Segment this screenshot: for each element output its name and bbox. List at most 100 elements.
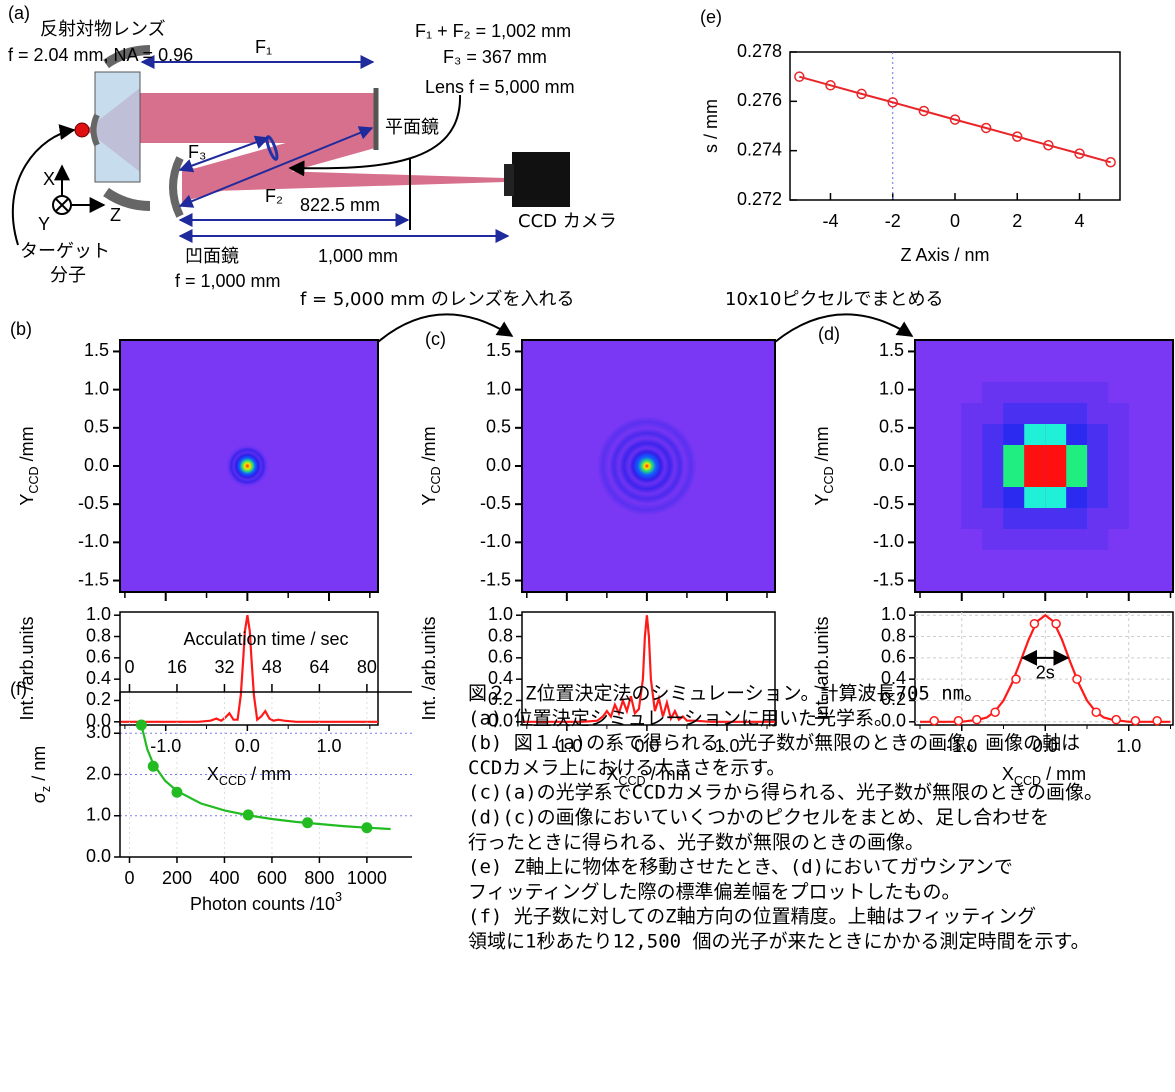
y-axis-label: Int. /arb.units	[812, 616, 832, 720]
y-tick-label: 1.0	[486, 378, 511, 398]
pixel-block	[982, 487, 1003, 508]
y-tick-label: 1.0	[879, 378, 904, 398]
pixel-block	[1003, 529, 1024, 550]
y-tick-label: 0.5	[879, 417, 904, 437]
objective-mirror	[94, 115, 98, 145]
pixel-block	[1003, 487, 1024, 508]
caption-line: (f) 光子数に対してのZ軸方向の位置精度。上軸はフィッティング	[468, 906, 1036, 928]
pixel-block	[1108, 445, 1129, 466]
x2-axis-label: Acculation time / sec	[183, 629, 348, 649]
x-axis-label: Photon counts /103	[190, 890, 342, 913]
pixel-block	[961, 403, 982, 424]
pixel-block	[961, 487, 982, 508]
label: ターゲット	[20, 241, 110, 262]
pixel-block	[1003, 382, 1024, 403]
caption-line: (b) 図１(a)の系で得られる、光子数が無限のときの画像。画像の軸は	[468, 732, 1080, 754]
pixel-block	[982, 508, 1003, 529]
y-tick-label: 1.5	[879, 340, 904, 360]
panel-label: (a)	[8, 3, 30, 23]
pixel-marker	[954, 717, 962, 725]
x-tick-label: 2	[1012, 211, 1022, 231]
y-axis-label-part: /mm	[419, 426, 439, 466]
pixel-block	[1003, 466, 1024, 487]
x2-tick-label: 16	[167, 657, 187, 677]
pixel-block	[982, 403, 1003, 424]
x-tick-label: 1.0	[316, 736, 341, 756]
figure: (a) 反射対物レンズ f = 2.04 mm, NA = 0.96 F₁ F₁…	[0, 0, 1175, 1092]
pixel-marker	[1153, 717, 1161, 725]
pixel-block	[1066, 403, 1087, 424]
pixel-block	[1024, 424, 1045, 445]
pixel-block	[1045, 529, 1066, 550]
plot-frame	[790, 52, 1120, 200]
pixel-block	[1108, 424, 1129, 445]
step-arrows: f = 5,000 mm のレンズを入れる 10x10ピクセルでまとめる	[300, 289, 943, 342]
pixel-block	[1087, 466, 1108, 487]
y-tick-label: -0.5	[480, 493, 511, 513]
pixel-block	[961, 445, 982, 466]
y-tick-label: 0.6	[881, 647, 906, 667]
pixel-block	[1003, 508, 1024, 529]
x2-tick-label: 48	[262, 657, 282, 677]
y-tick-label: 0.2	[86, 689, 111, 709]
y-axis-label: YCCD /mm	[419, 426, 444, 505]
panel-label: (f)	[10, 679, 27, 699]
y-axis-label-part: CCD	[27, 466, 41, 493]
y-tick-label: 0.8	[488, 625, 513, 645]
pixel-marker	[1030, 620, 1038, 628]
y-tick-label: -1.5	[78, 569, 109, 589]
panel-label: (c)	[425, 329, 446, 349]
label: 反射対物レンズ	[40, 19, 166, 40]
y-axis-label: Int. /arb.units	[17, 616, 37, 720]
pixel-block	[1066, 445, 1087, 466]
caption-line: フィッティングした際の標準偏差幅をプロットしたもの。	[468, 881, 960, 903]
y-tick-label: -1.0	[78, 531, 109, 551]
pixel-block	[1045, 424, 1066, 445]
y-tick-label: 3.0	[86, 722, 111, 742]
pixel-marker	[1131, 717, 1139, 725]
label: Z	[110, 205, 121, 225]
label: F₃	[188, 142, 206, 162]
x-axis-label-part: CCD	[219, 774, 246, 788]
pixel-block	[1066, 529, 1087, 550]
pixel-marker	[1052, 620, 1060, 628]
pixel-block	[1087, 424, 1108, 445]
x-tick-label: 200	[162, 868, 192, 888]
y-axis-label: YCCD /mm	[812, 426, 837, 505]
pixel-block	[1066, 508, 1087, 529]
panel-label: (b)	[10, 319, 32, 339]
pixel-block	[1003, 445, 1024, 466]
pixel-block	[1024, 529, 1045, 550]
pixel-block	[1045, 382, 1066, 403]
y-tick-label: 1.0	[84, 378, 109, 398]
data-point	[361, 822, 372, 833]
step-arrow	[775, 314, 912, 342]
x-tick-label: 800	[304, 868, 334, 888]
x-axis-label: XCCD / mm	[207, 764, 291, 789]
pixel-block	[961, 424, 982, 445]
y-tick-label: 0.8	[881, 625, 906, 645]
y-tick-label: 0.4	[86, 668, 111, 688]
label: F₃ = 367 mm	[443, 47, 547, 67]
beam-spot	[597, 416, 697, 516]
pixel-marker	[1112, 716, 1120, 724]
beam-spot	[225, 444, 269, 488]
y-tick-label: -0.5	[78, 493, 109, 513]
y-axis-label-part: / nm	[29, 746, 49, 786]
label: 凹面鏡	[185, 246, 239, 267]
step-label: 10x10ピクセルでまとめる	[725, 289, 943, 310]
y-tick-label: -1.5	[873, 569, 904, 589]
target-molecule	[75, 123, 89, 137]
pixel-block	[1087, 445, 1108, 466]
caption-line: CCDカメラ上における大きさを示す。	[468, 757, 785, 779]
pixel-block	[1024, 445, 1045, 466]
y-axis-label-part: Y	[17, 494, 37, 506]
y-tick-label: 1.0	[881, 604, 906, 624]
pixel-block	[1024, 403, 1045, 424]
label: 平面鏡	[385, 117, 439, 138]
x2-tick-label: 32	[214, 657, 234, 677]
ccd-camera	[504, 164, 514, 196]
objective-window	[95, 72, 140, 182]
x-tick-label: 0.0	[235, 736, 260, 756]
label: X	[43, 169, 55, 189]
